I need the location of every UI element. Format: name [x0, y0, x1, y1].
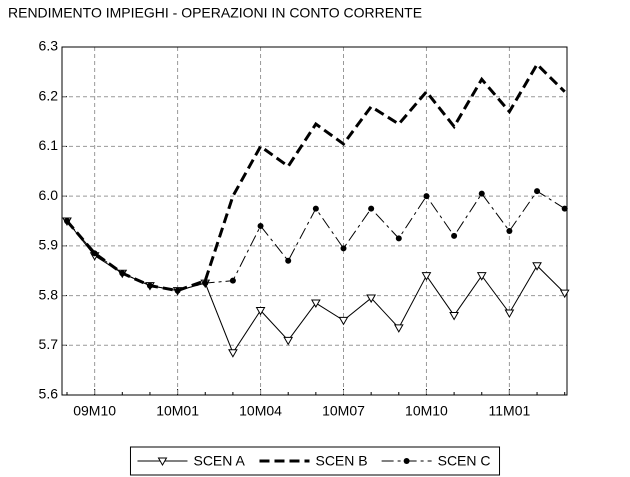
series-line	[65, 61, 566, 293]
marker	[506, 227, 513, 234]
marker	[146, 282, 153, 289]
marker	[157, 457, 168, 467]
marker	[423, 193, 430, 200]
y-tick-label: 6.1	[39, 137, 59, 153]
marker	[561, 205, 568, 212]
marker	[476, 272, 487, 281]
marker	[285, 257, 292, 264]
marker	[449, 311, 459, 321]
marker	[229, 277, 236, 284]
marker	[421, 272, 432, 281]
x-tick-label: 09M10	[73, 403, 116, 419]
marker	[534, 188, 541, 195]
y-tick-label: 5.7	[39, 336, 59, 352]
y-tick-label: 5.9	[39, 237, 59, 253]
marker	[478, 190, 485, 197]
marker	[119, 270, 126, 277]
legend-label: SCEN C	[438, 453, 491, 469]
marker	[228, 349, 238, 358]
chart-title: RENDIMENTO IMPIEGHI - OPERAZIONI IN CONT…	[8, 5, 422, 21]
marker	[451, 232, 458, 239]
legend: SCEN A SCEN B SCEN C	[129, 446, 501, 476]
marker	[366, 294, 377, 304]
marker	[91, 250, 98, 257]
y-tick-label: 6.3	[39, 38, 59, 54]
marker	[559, 289, 570, 299]
marker	[202, 280, 209, 287]
marker	[174, 287, 181, 294]
marker	[283, 336, 294, 346]
marker	[532, 262, 542, 271]
marker	[340, 245, 347, 252]
marker	[310, 299, 321, 309]
marker	[338, 316, 349, 326]
series-line	[66, 220, 566, 354]
plot-frame	[61, 46, 568, 396]
marker	[257, 222, 264, 229]
y-tick-label: 5.6	[39, 386, 59, 402]
legend-label: SCEN B	[315, 453, 367, 469]
x-tick-label: 10M07	[322, 403, 365, 419]
x-tick-label: 10M01	[156, 403, 199, 419]
marker	[368, 205, 375, 212]
marker	[255, 306, 266, 316]
legend-box	[129, 446, 501, 476]
marker	[64, 218, 70, 224]
marker	[504, 309, 515, 318]
marker	[393, 324, 404, 333]
marker	[312, 205, 319, 212]
y-tick-label: 6.0	[39, 187, 59, 203]
marker	[403, 458, 410, 464]
x-tick-label: 11M01	[489, 403, 531, 419]
x-tick-label: 10M10	[405, 403, 448, 419]
marker	[395, 235, 402, 242]
x-tick-label: 10M04	[239, 403, 282, 419]
legend-label: SCEN A	[193, 453, 245, 469]
y-tick-label: 5.8	[39, 286, 59, 302]
y-tick-label: 6.2	[39, 87, 59, 103]
